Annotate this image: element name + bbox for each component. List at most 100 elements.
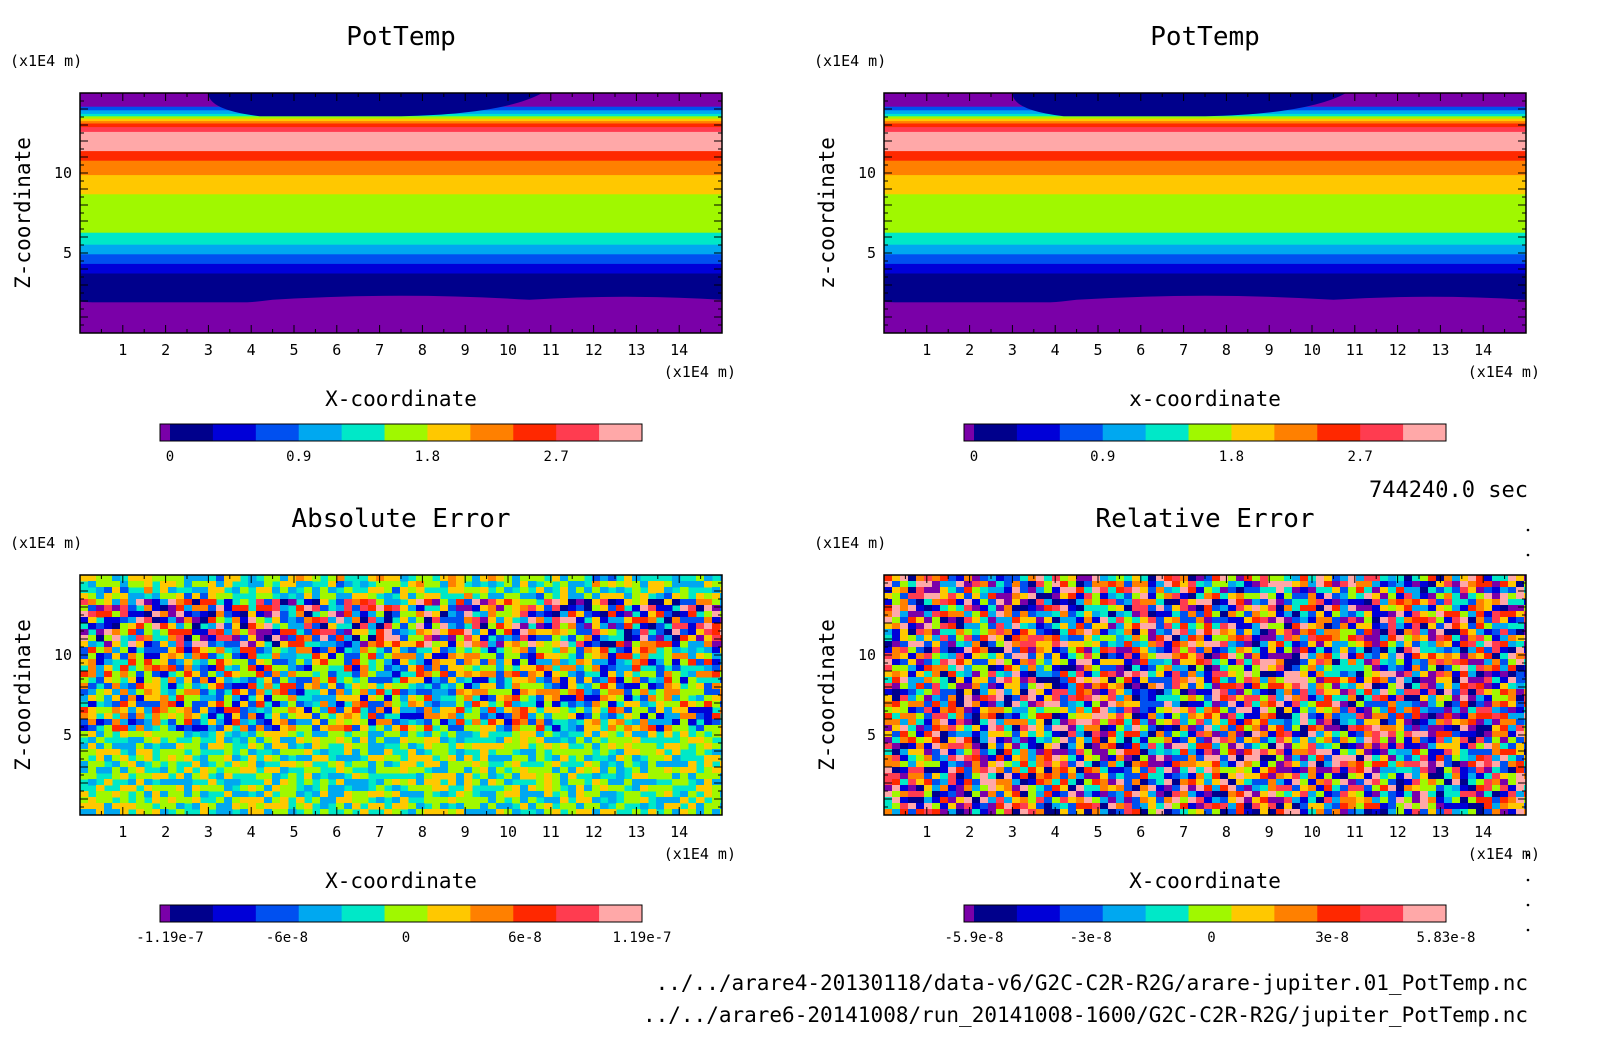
noise-cell bbox=[376, 791, 385, 798]
noise-cell bbox=[296, 581, 305, 588]
noise-cell bbox=[128, 749, 137, 756]
noise-cell bbox=[616, 761, 625, 768]
noise-cell bbox=[208, 659, 217, 666]
noise-cell bbox=[1468, 701, 1477, 708]
noise-cell bbox=[192, 737, 201, 744]
noise-cell bbox=[136, 575, 145, 582]
noise-cell bbox=[1436, 593, 1445, 600]
noise-cell bbox=[1012, 653, 1021, 660]
noise-cell bbox=[128, 647, 137, 654]
noise-cell bbox=[712, 599, 721, 606]
noise-cell bbox=[632, 785, 641, 792]
noise-cell bbox=[528, 773, 537, 780]
noise-cell bbox=[88, 767, 97, 774]
noise-cell bbox=[456, 581, 465, 588]
noise-cell bbox=[1276, 689, 1285, 696]
noise-cell bbox=[216, 785, 225, 792]
noise-cell bbox=[1100, 677, 1109, 684]
noise-cell bbox=[940, 647, 949, 654]
noise-cell bbox=[368, 707, 377, 714]
noise-cell bbox=[464, 617, 473, 624]
noise-cell bbox=[1324, 623, 1333, 630]
noise-cell bbox=[152, 611, 161, 618]
noise-cell bbox=[980, 593, 989, 600]
noise-cell bbox=[1404, 659, 1413, 666]
noise-cell bbox=[1452, 623, 1461, 630]
noise-cell bbox=[1108, 617, 1117, 624]
noise-cell bbox=[88, 659, 97, 666]
noise-cell bbox=[1036, 671, 1045, 678]
x-tick-label: 3 bbox=[204, 823, 213, 841]
noise-cell bbox=[192, 605, 201, 612]
noise-cell bbox=[480, 779, 489, 786]
noise-cell bbox=[1484, 689, 1493, 696]
noise-cell bbox=[336, 635, 345, 642]
noise-cell bbox=[1276, 659, 1285, 666]
noise-cell bbox=[280, 761, 289, 768]
contour-band-5 bbox=[884, 232, 1526, 245]
noise-cell bbox=[88, 653, 97, 660]
noise-cell bbox=[1244, 623, 1253, 630]
noise-cell bbox=[456, 629, 465, 636]
noise-cell bbox=[320, 731, 329, 738]
noise-cell bbox=[1396, 653, 1405, 660]
noise-cell bbox=[440, 599, 449, 606]
noise-cell bbox=[248, 635, 257, 642]
noise-cell bbox=[200, 617, 209, 624]
noise-cell bbox=[1188, 599, 1197, 606]
noise-cell bbox=[1468, 683, 1477, 690]
noise-cell bbox=[200, 665, 209, 672]
noise-cell bbox=[1124, 623, 1133, 630]
noise-cell bbox=[908, 659, 917, 666]
noise-cell bbox=[416, 713, 425, 720]
noise-cell bbox=[1420, 617, 1429, 624]
noise-cell bbox=[584, 713, 593, 720]
noise-cell bbox=[1348, 701, 1357, 708]
noise-cell bbox=[1452, 689, 1461, 696]
noise-cell bbox=[432, 689, 441, 696]
noise-cell bbox=[1308, 623, 1317, 630]
noise-cell bbox=[424, 575, 433, 582]
noise-cell bbox=[996, 665, 1005, 672]
noise-cell bbox=[1252, 653, 1261, 660]
noise-cell bbox=[344, 803, 353, 810]
noise-cell bbox=[704, 641, 713, 648]
noise-cell bbox=[664, 635, 673, 642]
noise-cell bbox=[424, 779, 433, 786]
noise-cell bbox=[432, 803, 441, 810]
noise-cell bbox=[1500, 683, 1509, 690]
noise-cell bbox=[1500, 623, 1509, 630]
noise-cell bbox=[1324, 617, 1333, 624]
noise-cell bbox=[272, 653, 281, 660]
noise-cell bbox=[980, 617, 989, 624]
noise-cell bbox=[1388, 659, 1397, 666]
noise-cell bbox=[176, 785, 185, 792]
noise-cell bbox=[1044, 629, 1053, 636]
noise-cell bbox=[1172, 701, 1181, 708]
noise-cell bbox=[1348, 623, 1357, 630]
noise-cell bbox=[552, 617, 561, 624]
noise-cell bbox=[128, 653, 137, 660]
noise-cell bbox=[1316, 635, 1325, 642]
noise-cell bbox=[456, 719, 465, 726]
noise-cell bbox=[368, 767, 377, 774]
noise-cell bbox=[208, 767, 217, 774]
noise-cell bbox=[1236, 647, 1245, 654]
noise-cell bbox=[552, 701, 561, 708]
noise-cell bbox=[932, 689, 941, 696]
noise-cell bbox=[1212, 617, 1221, 624]
noise-cell bbox=[1156, 683, 1165, 690]
noise-cell bbox=[964, 575, 973, 582]
noise-cell bbox=[1140, 581, 1149, 588]
noise-cell bbox=[1396, 587, 1405, 594]
noise-cell bbox=[1180, 575, 1189, 582]
colorbar-swatch bbox=[160, 424, 171, 441]
noise-cell bbox=[720, 665, 722, 672]
noise-cell bbox=[264, 629, 273, 636]
noise-cell bbox=[1060, 629, 1069, 636]
noise-cell bbox=[892, 581, 901, 588]
noise-cell bbox=[584, 737, 593, 744]
noise-cell bbox=[1276, 629, 1285, 636]
noise-cell bbox=[1164, 593, 1173, 600]
noise-cell bbox=[1356, 593, 1365, 600]
